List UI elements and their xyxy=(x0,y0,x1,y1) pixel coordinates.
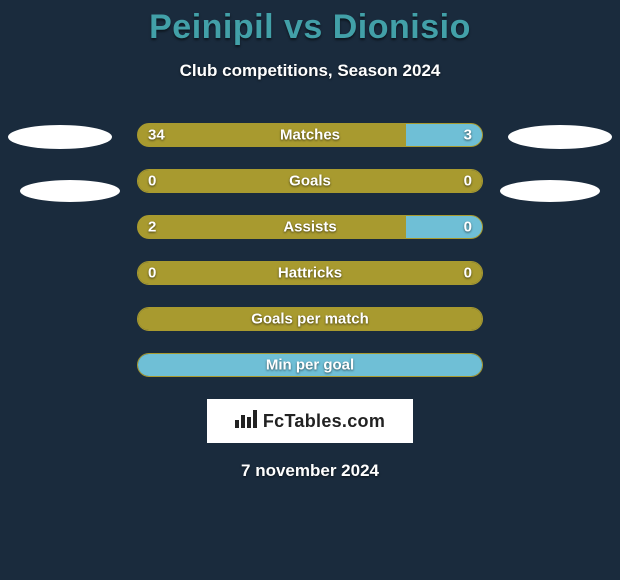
side-ellipse xyxy=(8,125,112,149)
stat-bar-right-fill xyxy=(406,124,482,146)
side-ellipse xyxy=(20,180,120,202)
stats-area: Matches343 Goals00 Assists20 Hattricks00 Goa… xyxy=(0,123,620,377)
bars-layer: Matches343 Goals00 Assists20 Hattricks00 Goa… xyxy=(0,123,620,377)
logo-chart-icon xyxy=(235,410,257,433)
logo-badge: FcTables.com xyxy=(207,399,413,443)
footer-date: 7 november 2024 xyxy=(0,461,620,481)
stat-bar-left-fill xyxy=(138,170,482,192)
stat-bar-left-fill xyxy=(138,308,482,330)
stat-bar: Goals00 xyxy=(137,169,483,193)
stat-bar: Goals per match xyxy=(137,307,483,331)
stat-bar-left-fill xyxy=(138,124,406,146)
page-subtitle: Club competitions, Season 2024 xyxy=(0,61,620,81)
side-ellipse xyxy=(500,180,600,202)
stat-bar-left-fill xyxy=(138,216,406,238)
side-ellipse xyxy=(508,125,612,149)
stat-bar-right-fill xyxy=(138,354,482,376)
stat-bar: Min per goal xyxy=(137,353,483,377)
logo-text: FcTables.com xyxy=(263,411,385,432)
stat-bar: Hattricks00 xyxy=(137,261,483,285)
stat-bar: Assists20 xyxy=(137,215,483,239)
page-title: Peinipil vs Dionisio xyxy=(0,8,620,47)
stat-bar-right-fill xyxy=(406,216,482,238)
stat-bar: Matches343 xyxy=(137,123,483,147)
comparison-card: Peinipil vs Dionisio Club competitions, … xyxy=(0,0,620,580)
stat-bar-left-fill xyxy=(138,262,482,284)
